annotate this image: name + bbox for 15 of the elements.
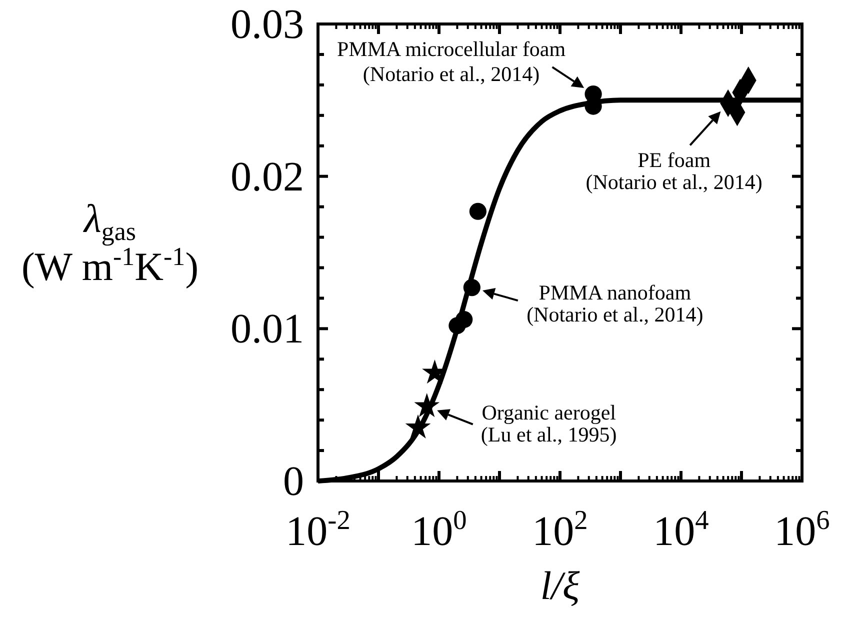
y-axis-title: λ$_{gas}$ (W m$^{-1}$K$^{-1}$) — [21, 196, 199, 289]
y-tick-label: 0 — [283, 459, 304, 505]
y-tick-label: 0.03 — [230, 2, 304, 48]
x-tick-label: 10$^{-2}$ — [286, 505, 350, 555]
x-tick-label: 10$^{2}$ — [532, 505, 588, 555]
x-tick-label: 10$^{0}$ — [411, 505, 467, 555]
x-tick-label: 10$^{6}$ — [774, 505, 830, 555]
annotation: Organic aerogel (Lu et al., 1995) — [480, 400, 617, 446]
x-axis-title: l/ξ — [540, 563, 581, 608]
annotation: PE foam (Notario et al., 2014) — [586, 148, 762, 194]
x-tick-label: 10$^{4}$ — [653, 505, 710, 555]
y-tick-label: 0.01 — [230, 306, 304, 353]
y-tick-label: 0.02 — [230, 154, 304, 200]
annotation: PMMA nanofoam (Notario et al., 2014) — [526, 280, 704, 327]
annotation: PMMA microcellular foam (Notario et al., 2014) — [336, 37, 566, 86]
